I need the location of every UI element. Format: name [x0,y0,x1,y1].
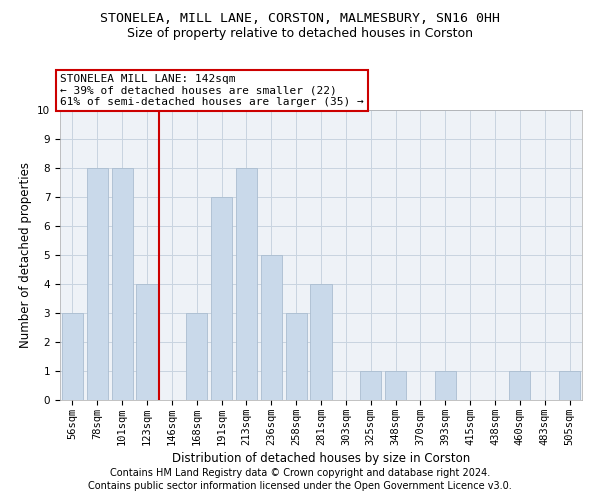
Bar [136,284,158,400]
Bar [211,197,232,400]
Bar [310,284,332,400]
Bar [286,313,307,400]
Bar [186,313,207,400]
Bar [87,168,108,400]
Bar [385,371,406,400]
X-axis label: Distribution of detached houses by size in Corston: Distribution of detached houses by size … [172,452,470,465]
Bar [112,168,133,400]
Bar [435,371,456,400]
Bar [261,255,282,400]
Text: Size of property relative to detached houses in Corston: Size of property relative to detached ho… [127,28,473,40]
Bar [62,313,83,400]
Text: STONELEA MILL LANE: 142sqm
← 39% of detached houses are smaller (22)
61% of semi: STONELEA MILL LANE: 142sqm ← 39% of deta… [60,74,364,107]
Bar [360,371,381,400]
Text: Contains public sector information licensed under the Open Government Licence v3: Contains public sector information licen… [88,481,512,491]
Text: STONELEA, MILL LANE, CORSTON, MALMESBURY, SN16 0HH: STONELEA, MILL LANE, CORSTON, MALMESBURY… [100,12,500,26]
Bar [236,168,257,400]
Bar [559,371,580,400]
Bar [509,371,530,400]
Y-axis label: Number of detached properties: Number of detached properties [19,162,32,348]
Text: Contains HM Land Registry data © Crown copyright and database right 2024.: Contains HM Land Registry data © Crown c… [110,468,490,477]
